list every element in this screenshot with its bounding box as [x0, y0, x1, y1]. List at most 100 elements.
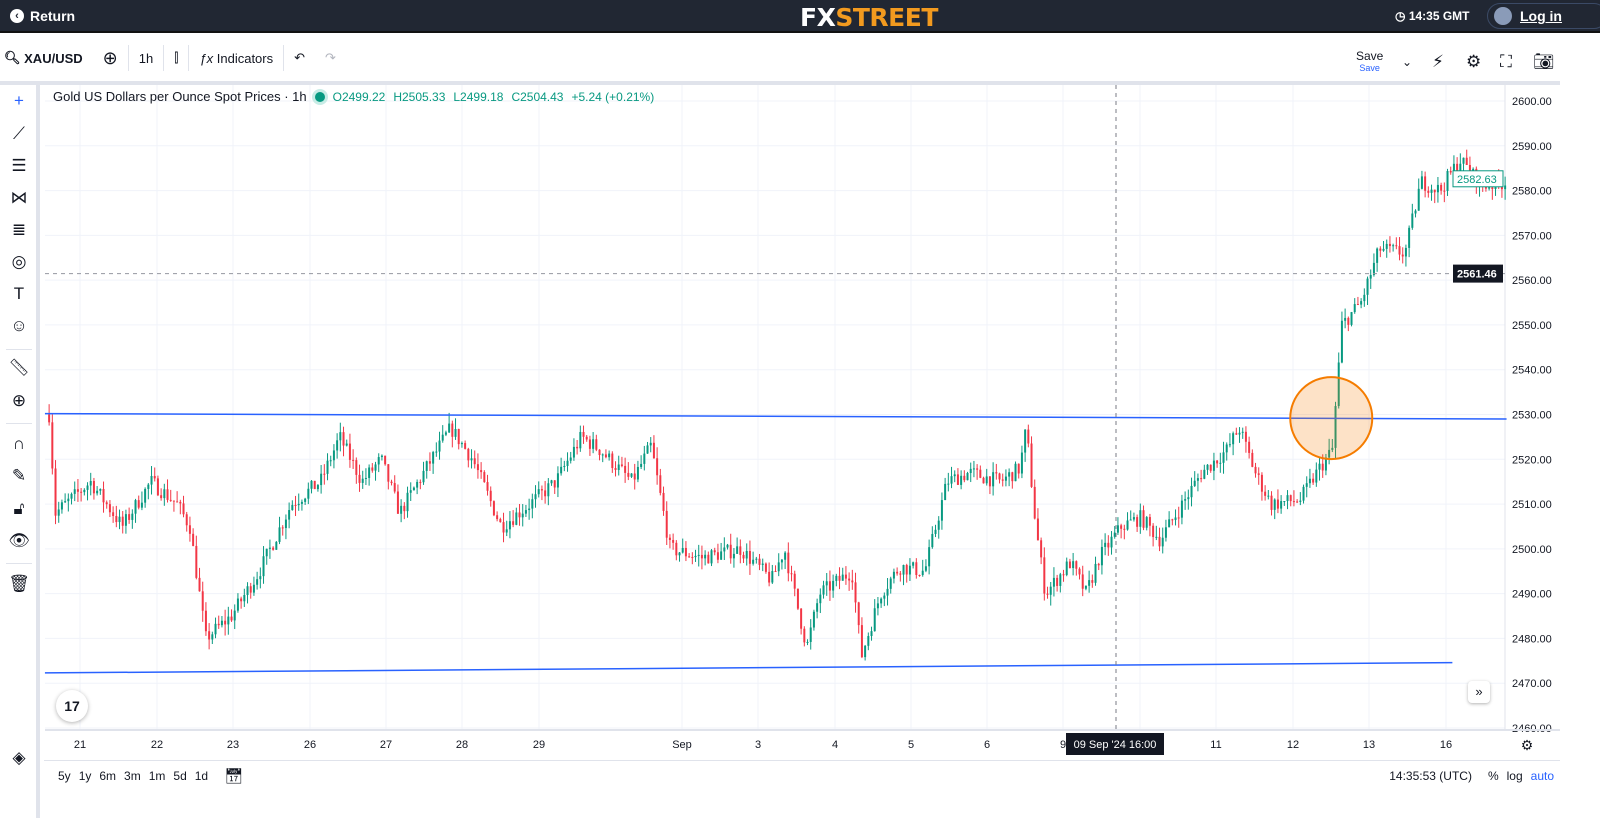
candle	[1033, 486, 1036, 519]
range-1y[interactable]: 1y	[78, 768, 92, 783]
candle	[864, 645, 867, 658]
x-tick-label: 23	[227, 739, 239, 751]
candle	[1014, 463, 1017, 482]
highlight-circle	[1289, 376, 1374, 461]
range-5d[interactable]: 5d	[173, 768, 187, 783]
login-button[interactable]: Log in	[1487, 3, 1600, 29]
candle	[969, 468, 972, 473]
candle	[646, 445, 649, 454]
candle	[329, 460, 332, 462]
save-button[interactable]: Save Save	[1356, 49, 1384, 73]
candle	[1443, 190, 1446, 192]
candle	[124, 514, 127, 526]
gear-icon[interactable]: ⚙	[1466, 52, 1482, 71]
quick-search-icon[interactable]: ⚡︎	[1432, 52, 1444, 71]
candle	[1366, 278, 1369, 295]
log-toggle[interactable]: log	[1506, 768, 1523, 783]
y-tick-label: 2570.00	[1512, 230, 1552, 242]
candle	[1449, 171, 1452, 173]
compare-button[interactable]: ⊕	[93, 43, 128, 73]
layers-icon[interactable]: ◈	[12, 748, 26, 767]
indicators-button[interactable]: ƒx Indicators	[199, 50, 274, 66]
candle	[550, 480, 553, 484]
range-6m[interactable]: 6m	[99, 768, 117, 783]
percent-toggle[interactable]: %	[1487, 768, 1499, 783]
range-3m[interactable]: 3m	[124, 768, 141, 783]
fxstreet-logo[interactable]: FXSTREET	[800, 3, 938, 32]
lock-icon[interactable]: 🔓︎	[13, 499, 25, 518]
emoji-icon[interactable]: ☺	[10, 316, 28, 335]
horizontal-lines-icon[interactable]: ☰	[11, 156, 27, 175]
candle	[259, 576, 262, 580]
candle	[643, 453, 646, 464]
candle	[192, 533, 195, 546]
shapes-icon[interactable]: ◎	[11, 252, 27, 271]
trash-icon[interactable]: 🗑︎	[8, 574, 30, 593]
candle	[1164, 527, 1167, 538]
text-icon[interactable]: T	[13, 284, 25, 303]
camera-icon[interactable]: 📷︎	[1533, 52, 1555, 71]
x-tick-label: 6	[984, 739, 990, 751]
utc-time[interactable]: 14:35:53 (UTC)	[1389, 768, 1472, 783]
crosshair-price-label: 2561.46	[1457, 269, 1497, 281]
redo-button[interactable]: ↷	[315, 43, 346, 73]
candle	[1078, 568, 1081, 575]
symbol-search[interactable]: 🔍︎ XAU/USD	[4, 50, 83, 66]
zoom-in-icon[interactable]: ⊕	[11, 391, 27, 410]
pattern-icon[interactable]: ⋈	[10, 188, 28, 207]
ruler-icon[interactable]: 📏︎	[8, 358, 30, 377]
range-5y[interactable]: 5y	[58, 768, 71, 783]
candle	[262, 556, 265, 577]
return-button[interactable]: ‹ Return	[10, 8, 75, 24]
last-price-label: 2582.63	[1457, 174, 1497, 186]
candle	[1017, 463, 1020, 474]
range-1d[interactable]: 1d	[194, 768, 209, 783]
candle	[236, 598, 239, 611]
candle	[201, 591, 204, 611]
candle	[1046, 593, 1049, 595]
candle	[540, 489, 543, 491]
candle	[1286, 495, 1289, 502]
auto-toggle[interactable]: auto	[1530, 768, 1554, 783]
candle	[86, 485, 89, 490]
candle	[883, 595, 886, 599]
candle	[288, 510, 291, 520]
range-1m[interactable]: 1m	[148, 768, 166, 783]
candle	[1260, 474, 1263, 492]
fib-icon[interactable]: ≣	[11, 220, 27, 239]
undo-button[interactable]: ↶	[284, 43, 315, 73]
candle	[220, 620, 223, 626]
candle	[1040, 540, 1043, 558]
magnet-icon[interactable]: ∩	[12, 434, 26, 453]
tradingview-logo[interactable]: 17	[56, 690, 88, 722]
candle	[73, 489, 76, 494]
candle	[384, 455, 387, 465]
scroll-to-latest-button[interactable]: »	[1468, 681, 1490, 703]
divider	[127, 45, 129, 71]
candle	[937, 520, 940, 530]
candle	[995, 472, 998, 474]
x-tick-label: 21	[74, 739, 86, 751]
bottom-bar: 5y 1y 6m 3m 1m 5d 1d 📅︎ 14:35:53 (UTC) %…	[44, 760, 1560, 790]
save-dropdown-chevron-icon[interactable]: ⌄	[1402, 55, 1413, 69]
fullscreen-icon[interactable]: ⛶	[1500, 52, 1512, 71]
trendline-icon[interactable]: ⟋	[13, 124, 25, 143]
candle	[342, 432, 345, 446]
candle	[579, 431, 582, 449]
y-tick-label: 2590.00	[1512, 141, 1552, 153]
calendar-icon[interactable]: 📅︎	[224, 767, 244, 785]
axis-settings-icon[interactable]: ⚙	[1521, 737, 1534, 753]
candle	[1411, 213, 1414, 228]
interval-button[interactable]: 1h	[138, 50, 154, 66]
lock-drawing-icon[interactable]: ✎	[11, 466, 27, 485]
chart-type-button[interactable]: ⫿	[164, 43, 188, 73]
crosshair-icon[interactable]: +	[14, 91, 24, 110]
candle	[1318, 463, 1321, 470]
candle	[809, 627, 812, 642]
candle	[748, 550, 751, 564]
candle	[1030, 443, 1033, 487]
candle	[304, 498, 307, 502]
candle	[841, 574, 844, 581]
eye-icon[interactable]: 👁︎	[8, 531, 30, 550]
